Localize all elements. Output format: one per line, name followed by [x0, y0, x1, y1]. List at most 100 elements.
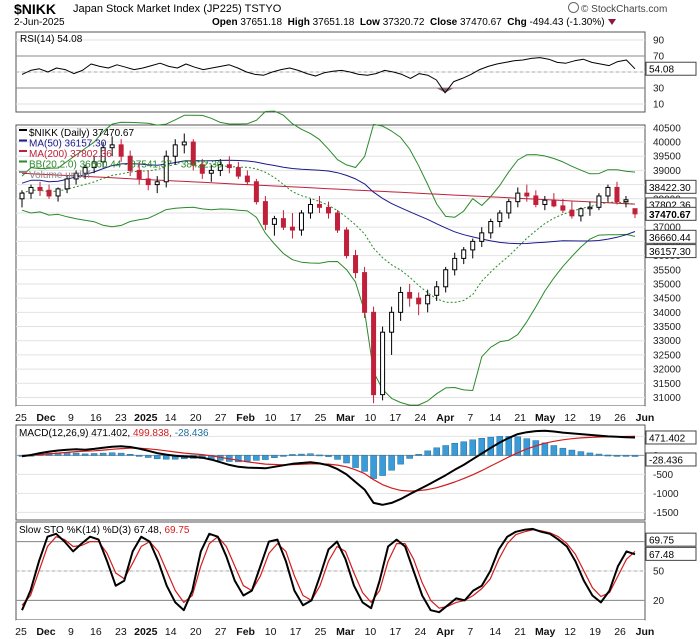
candle-body — [353, 255, 359, 274]
candle-body — [253, 181, 259, 203]
price-tag: 37802.36 — [649, 200, 691, 211]
x-tick-label: 17 — [290, 626, 302, 638]
x-tick-label: Jun — [636, 626, 655, 638]
candle-body — [289, 226, 295, 231]
macd-legend-part: MACD(12,26,9) — [19, 428, 91, 439]
candle-body — [145, 178, 151, 186]
candle-body — [497, 212, 503, 223]
y-tick-label: 33500 — [653, 322, 681, 333]
macd-histogram-bar — [370, 455, 377, 479]
macd-histogram-bar — [460, 441, 467, 456]
macd-histogram-bar — [153, 455, 161, 460]
candle-body — [19, 192, 25, 200]
sto-k-tag: 67.48 — [649, 550, 674, 561]
macd-tag-box — [645, 430, 697, 445]
macd-histogram-bar — [90, 453, 98, 456]
legend-swatch — [19, 139, 27, 142]
candle-body — [100, 147, 106, 163]
x-tick-label: 27 — [215, 412, 227, 424]
x-tick-label: Apr — [436, 626, 454, 638]
candle-body — [335, 212, 341, 231]
macd-histogram-bar — [514, 436, 522, 456]
candle-body — [326, 206, 331, 214]
macd-histogram-bar — [289, 454, 296, 456]
candle-body — [208, 169, 214, 174]
candle-body — [389, 311, 395, 333]
low-value: 37320.72 — [382, 17, 425, 28]
price-tag: 37470.67 — [649, 210, 691, 221]
candle-body — [398, 291, 404, 313]
candle-body — [28, 186, 34, 194]
legend-swatch — [19, 160, 27, 163]
macd-tag: 471.402 — [649, 433, 686, 444]
candle-body — [217, 164, 223, 171]
macd-histogram-bar — [135, 455, 143, 457]
macd-histogram-bar — [361, 455, 368, 472]
open-label: Open — [212, 17, 238, 28]
macd-legend: MACD(12,26,9) 471.402, 499.838, -28.436 — [19, 428, 209, 439]
x-tick-label: 24 — [415, 626, 427, 638]
x-tick-label: 17 — [290, 412, 302, 424]
candle-body — [271, 218, 277, 225]
candle-body — [371, 311, 377, 396]
macd-signal-line — [21, 435, 636, 492]
price-tag-box — [645, 244, 697, 259]
low-label: Low — [359, 17, 380, 28]
legend-swatch — [19, 171, 27, 173]
y-tick-label: 20 — [653, 596, 665, 607]
candle-body — [37, 186, 43, 191]
x-tick-label: 14 — [165, 626, 177, 638]
y-tick-label: 37000 — [653, 223, 681, 234]
candle-body — [55, 188, 61, 197]
x-tick-label: 2025 — [134, 626, 158, 638]
bb-upper-line — [21, 110, 636, 218]
candle-body — [226, 164, 232, 169]
ma200-line — [21, 172, 636, 205]
macd-histogram-bar — [469, 439, 476, 456]
y-tick-label: 35000 — [653, 279, 681, 290]
candle-body — [533, 195, 539, 205]
x-tick-label: 25 — [15, 626, 27, 638]
macd-histogram-bar — [334, 455, 341, 460]
candle-body — [605, 186, 611, 197]
macd-histogram-bar — [262, 455, 269, 460]
x-tick-label: 25 — [315, 412, 327, 424]
candle-body — [416, 297, 422, 305]
high-label: High — [287, 17, 310, 28]
candle-body — [470, 240, 476, 251]
candle-body — [262, 201, 268, 225]
price-tag: 38422.30 — [649, 183, 691, 194]
sto-legend-part: 69.75 — [164, 525, 189, 536]
macd-histogram-bar — [117, 452, 125, 456]
macd-histogram-bar — [72, 452, 80, 456]
macd-histogram-bar — [478, 438, 485, 456]
macd-histogram-bar — [162, 455, 170, 460]
x-tick-label: 7 — [467, 412, 473, 424]
macd-histogram-bar — [397, 455, 404, 465]
x-tick-label: Mar — [336, 626, 355, 638]
price-tag: 36660.44 — [649, 233, 691, 244]
x-tick-label: 10 — [365, 412, 377, 424]
y-tick-label: 34500 — [653, 294, 681, 305]
y-tick-label: 32500 — [653, 350, 681, 361]
macd-histogram-bar — [379, 455, 386, 476]
macd-hist-tag-box — [645, 452, 697, 467]
x-tick-label: 24 — [415, 412, 427, 424]
x-tick-label: 23 — [115, 412, 127, 424]
candle-body — [244, 175, 250, 183]
macd-histogram-bar — [532, 440, 540, 456]
change-label: Chg — [507, 17, 527, 28]
price-tag-box — [645, 206, 697, 221]
candle-body — [479, 232, 485, 242]
macd-histogram-bar — [496, 436, 504, 456]
x-axis-rows: 25 Dec 9 16 23 2025 14 20 27 Feb 10 17 25 Mar 10 17 24 Ap… — [15, 406, 654, 638]
panel-frame — [15, 424, 646, 521]
macd-histogram-bar — [442, 445, 449, 456]
macd-histogram-bar — [253, 455, 260, 461]
x-tick-label: 23 — [115, 626, 127, 638]
x-tick-label: 14 — [489, 412, 501, 424]
macd-histogram-bar — [424, 450, 431, 456]
macd-histogram-bar — [622, 455, 630, 457]
macd-histogram-bar — [577, 451, 585, 456]
